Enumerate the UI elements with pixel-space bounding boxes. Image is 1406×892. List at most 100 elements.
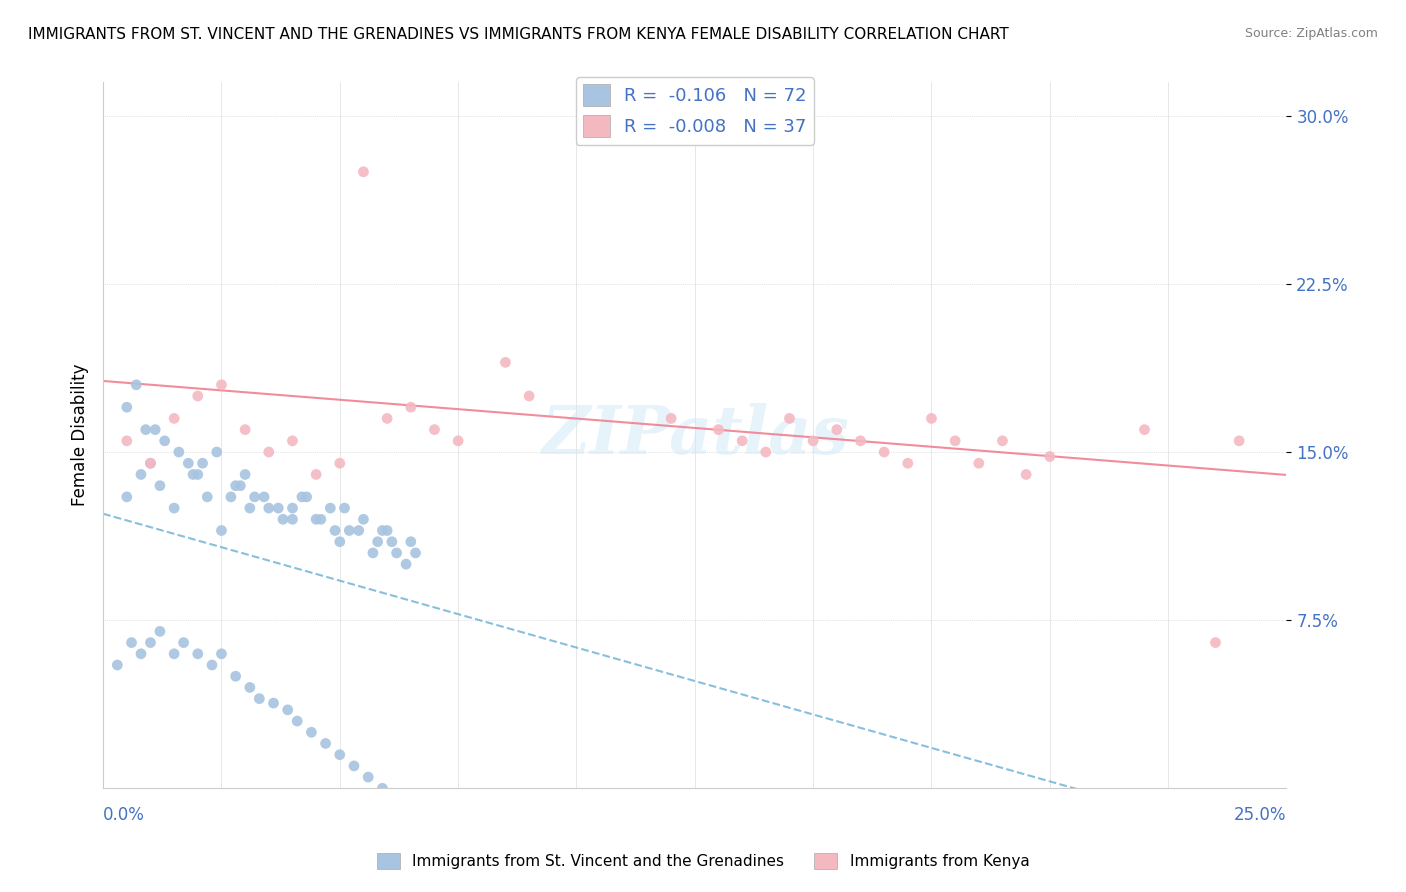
Point (187, 389, 209, 403)
Point (149, 478, 172, 492)
Point (423, 423, 446, 437)
Point (347, 524, 370, 538)
Point (243, 490, 266, 504)
Point (357, 770, 380, 784)
Point (253, 490, 276, 504)
Point (731, 434, 754, 448)
Point (285, 714, 308, 728)
Point (967, 456, 990, 470)
Point (263, 696, 285, 710)
Point (177, 456, 200, 470)
Point (187, 467, 209, 482)
Point (381, 534, 404, 549)
Text: 25.0%: 25.0% (1234, 806, 1286, 824)
Point (343, 759, 366, 773)
Point (225, 669, 247, 683)
Point (825, 423, 848, 437)
Point (319, 501, 342, 516)
Text: ZIPatlas: ZIPatlas (541, 402, 849, 467)
Point (139, 635, 162, 649)
Point (873, 445, 896, 459)
Point (115, 401, 138, 415)
Point (115, 434, 138, 448)
Point (257, 501, 280, 516)
Point (371, 781, 394, 796)
Point (125, 377, 148, 392)
Text: 0.0%: 0.0% (103, 806, 145, 824)
Point (295, 490, 318, 504)
Point (225, 478, 247, 492)
Point (135, 423, 157, 437)
Point (211, 647, 233, 661)
Point (447, 434, 470, 448)
Point (139, 456, 162, 470)
Point (1039, 450, 1062, 464)
Point (143, 423, 166, 437)
Text: Source: ZipAtlas.com: Source: ZipAtlas.com (1244, 27, 1378, 40)
Point (778, 411, 800, 425)
Point (229, 478, 252, 492)
Point (299, 725, 322, 739)
Point (239, 501, 262, 516)
Point (129, 647, 152, 661)
Point (897, 456, 920, 470)
Point (707, 423, 730, 437)
Point (849, 434, 872, 448)
Point (659, 411, 682, 425)
Point (517, 389, 540, 403)
Point (353, 512, 375, 526)
Legend: R =  -0.106   N = 72, R =  -0.008   N = 37: R = -0.106 N = 72, R = -0.008 N = 37 (575, 77, 814, 145)
Point (305, 512, 328, 526)
Point (219, 490, 242, 504)
Point (267, 501, 290, 516)
Point (399, 534, 422, 549)
Point (167, 445, 190, 459)
Legend: Immigrants from St. Vincent and the Grenadines, Immigrants from Kenya: Immigrants from St. Vincent and the Gren… (371, 847, 1035, 875)
Point (337, 524, 360, 538)
Point (281, 512, 304, 526)
Y-axis label: Female Disability: Female Disability (72, 364, 89, 507)
Point (139, 456, 162, 470)
Point (281, 501, 304, 516)
Point (371, 524, 394, 538)
Point (385, 546, 408, 560)
Point (291, 490, 314, 504)
Point (1015, 467, 1038, 482)
Point (353, 165, 375, 179)
Point (115, 490, 138, 504)
Point (233, 423, 256, 437)
Point (257, 445, 280, 459)
Point (361, 546, 384, 560)
Point (149, 624, 172, 639)
Point (187, 647, 209, 661)
Point (395, 557, 418, 571)
Point (943, 434, 966, 448)
Text: IMMIGRANTS FROM ST. VINCENT AND THE GRENADINES VS IMMIGRANTS FROM KENYA FEMALE D: IMMIGRANTS FROM ST. VINCENT AND THE GREN… (28, 27, 1010, 42)
Point (239, 681, 262, 695)
Point (163, 647, 186, 661)
Point (195, 490, 218, 504)
Point (329, 747, 352, 762)
Point (1133, 423, 1156, 437)
Point (315, 736, 337, 750)
Point (181, 467, 204, 482)
Point (205, 445, 228, 459)
Point (1204, 635, 1226, 649)
Point (201, 658, 224, 673)
Point (129, 467, 152, 482)
Point (755, 445, 778, 459)
Point (1227, 434, 1250, 448)
Point (375, 524, 398, 538)
Point (173, 635, 195, 649)
Point (471, 64, 494, 78)
Point (191, 456, 214, 470)
Point (375, 411, 398, 425)
Point (367, 534, 389, 549)
Point (495, 355, 517, 369)
Point (247, 691, 270, 706)
Point (399, 401, 422, 415)
Point (405, 546, 427, 560)
Point (277, 703, 299, 717)
Point (309, 512, 332, 526)
Point (211, 524, 233, 538)
